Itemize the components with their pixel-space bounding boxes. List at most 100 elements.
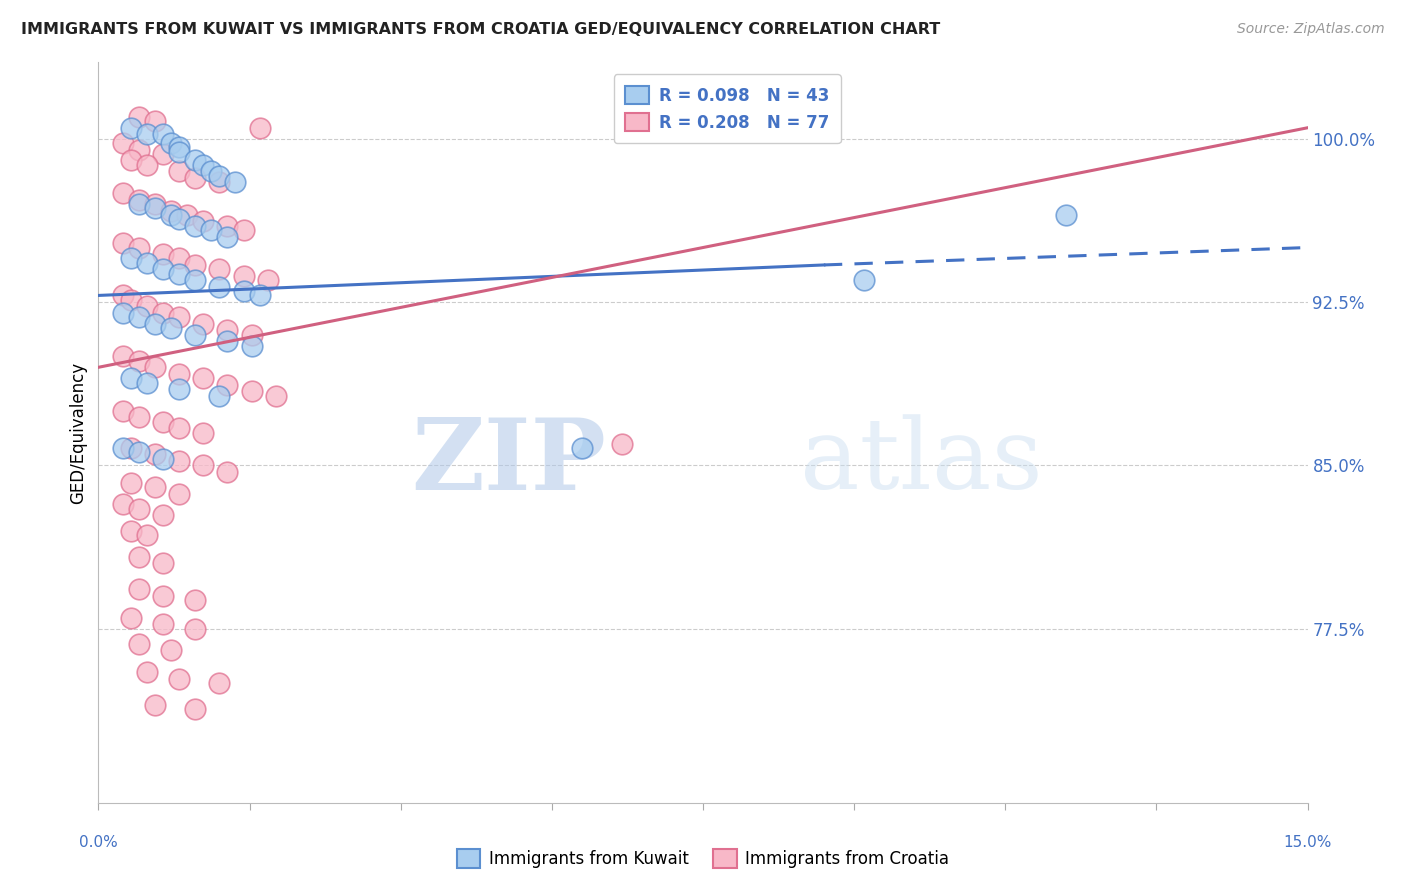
Point [217, 334, 239, 348]
Text: ZIP: ZIP [412, 414, 606, 511]
Point [167, 486, 190, 500]
Point [249, 120, 271, 135]
Point [128, 110, 150, 124]
Point [167, 164, 190, 178]
Point [152, 128, 174, 142]
Point [612, 436, 634, 450]
Point [128, 240, 150, 254]
Point [167, 212, 190, 227]
Point [135, 256, 157, 270]
Point [152, 556, 174, 570]
Point [120, 293, 142, 307]
Point [184, 273, 207, 287]
Point [111, 136, 134, 150]
Point [167, 454, 190, 468]
Point [143, 114, 166, 128]
Point [256, 273, 278, 287]
Point [143, 317, 166, 331]
Point [152, 147, 174, 161]
Point [111, 186, 134, 200]
Point [120, 120, 142, 135]
Point [143, 447, 166, 461]
Point [167, 140, 190, 154]
Point [160, 203, 183, 218]
Point [184, 153, 207, 168]
Point [224, 175, 246, 189]
Point [232, 268, 254, 283]
Point [135, 128, 157, 142]
Point [200, 223, 222, 237]
Point [200, 164, 222, 178]
Point [111, 498, 134, 512]
Point [135, 376, 157, 390]
Point [135, 528, 157, 542]
Point [217, 465, 239, 479]
Point [167, 310, 190, 325]
Point [217, 323, 239, 337]
Legend: Immigrants from Kuwait, Immigrants from Croatia: Immigrants from Kuwait, Immigrants from … [450, 843, 956, 875]
Point [167, 145, 190, 159]
Point [128, 582, 150, 597]
Point [193, 425, 215, 440]
Text: Source: ZipAtlas.com: Source: ZipAtlas.com [1237, 22, 1385, 37]
Point [184, 219, 207, 233]
Point [208, 169, 231, 183]
Point [240, 327, 263, 342]
Point [128, 445, 150, 459]
Point [160, 208, 183, 222]
Point [120, 610, 142, 624]
Point [193, 214, 215, 228]
Point [184, 702, 207, 716]
Point [184, 327, 207, 342]
Point [143, 360, 166, 375]
Point [167, 421, 190, 435]
Point [240, 384, 263, 399]
Point [184, 622, 207, 636]
Text: 0.0%: 0.0% [79, 836, 118, 850]
Point [160, 136, 183, 150]
Text: IMMIGRANTS FROM KUWAIT VS IMMIGRANTS FROM CROATIA GED/EQUIVALENCY CORRELATION CH: IMMIGRANTS FROM KUWAIT VS IMMIGRANTS FRO… [21, 22, 941, 37]
Point [208, 175, 231, 189]
Point [152, 415, 174, 429]
Point [193, 371, 215, 385]
Point [184, 170, 207, 185]
Point [128, 501, 150, 516]
Point [152, 262, 174, 277]
Point [217, 377, 239, 392]
Point [143, 197, 166, 211]
Point [135, 158, 157, 172]
Point [143, 480, 166, 494]
Point [167, 252, 190, 266]
Point [120, 252, 142, 266]
Point [167, 672, 190, 686]
Point [160, 321, 183, 335]
Point [120, 441, 142, 455]
Point [208, 676, 231, 690]
Point [853, 273, 876, 287]
Point [128, 410, 150, 425]
Point [120, 524, 142, 538]
Point [128, 549, 150, 564]
Point [193, 317, 215, 331]
Point [152, 306, 174, 320]
Point [249, 288, 271, 302]
Point [152, 247, 174, 261]
Point [184, 593, 207, 607]
Point [152, 508, 174, 523]
Point [128, 310, 150, 325]
Point [208, 262, 231, 277]
Point [208, 388, 231, 402]
Point [135, 299, 157, 313]
Point [208, 279, 231, 293]
Point [128, 197, 150, 211]
Y-axis label: GED/Equivalency: GED/Equivalency [69, 361, 87, 504]
Point [193, 158, 215, 172]
Point [232, 284, 254, 298]
Point [217, 219, 239, 233]
Point [120, 371, 142, 385]
Point [135, 665, 157, 680]
Point [111, 404, 134, 418]
Point [240, 338, 263, 352]
Point [1054, 208, 1077, 222]
Point [167, 382, 190, 396]
